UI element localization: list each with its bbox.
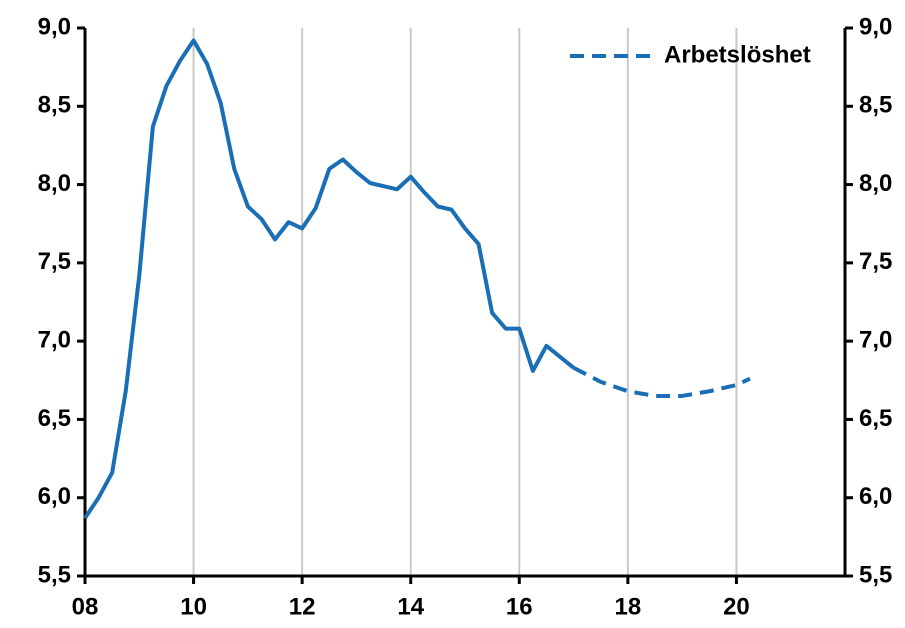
- y2-tick-label: 6,0: [859, 483, 892, 510]
- y2-tick-label: 8,5: [859, 92, 892, 119]
- y-tick-label: 8,0: [38, 170, 71, 197]
- y-tick-label: 9,0: [38, 13, 71, 40]
- y2-tick-label: 6,5: [859, 405, 892, 432]
- y2-tick-label: 7,5: [859, 248, 892, 275]
- line-series: [572, 365, 751, 398]
- x-tick-label: 14: [397, 593, 424, 620]
- x-tick-label: 18: [615, 593, 642, 620]
- y-tick-label: 6,0: [38, 483, 71, 510]
- legend-label: Arbetslöshet: [664, 41, 811, 68]
- x-tick-label: 10: [180, 593, 207, 620]
- y2-tick-label: 8,0: [859, 170, 892, 197]
- x-tick-label: 20: [723, 593, 750, 620]
- x-tick-label: 12: [289, 593, 316, 620]
- x-tick-label: 08: [72, 593, 99, 620]
- y2-tick-label: 5,5: [859, 561, 892, 588]
- y-tick-label: 7,0: [38, 326, 71, 353]
- y2-tick-label: 7,0: [859, 326, 892, 353]
- y-tick-label: 5,5: [38, 561, 71, 588]
- y2-tick-label: 9,0: [859, 13, 892, 40]
- y-tick-label: 6,5: [38, 405, 71, 432]
- y-tick-label: 7,5: [38, 248, 71, 275]
- line-series: [83, 38, 575, 520]
- y-tick-label: 8,5: [38, 92, 71, 119]
- x-tick-label: 16: [506, 593, 533, 620]
